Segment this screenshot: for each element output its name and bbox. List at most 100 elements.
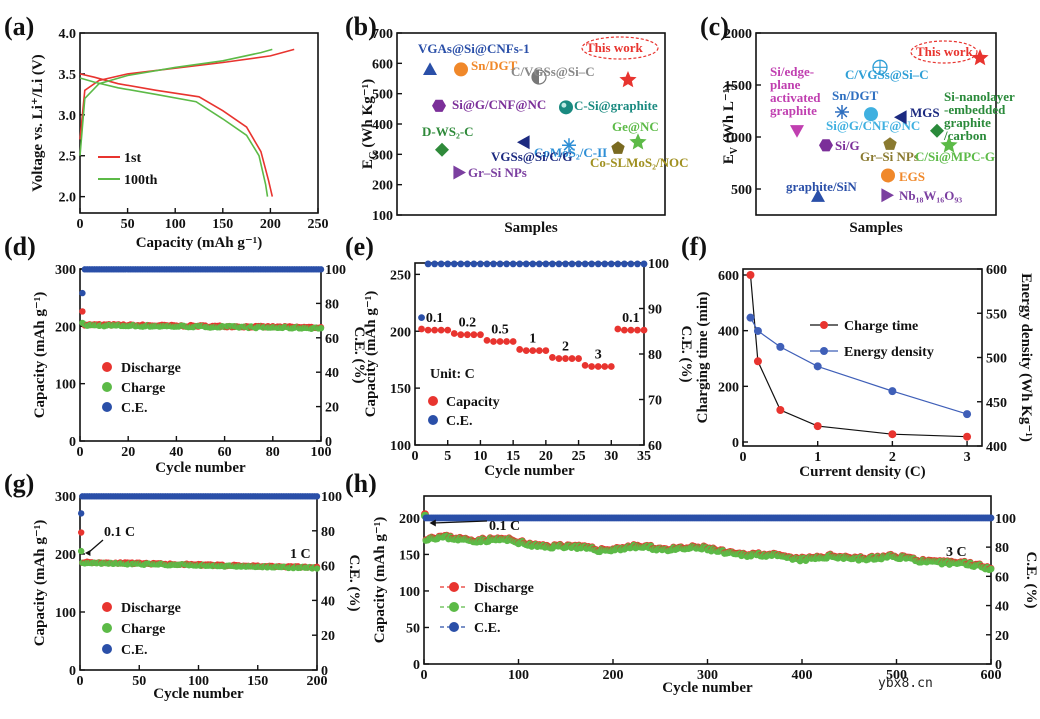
capacity-point	[418, 325, 425, 333]
point-label: Gr–Si NPs	[860, 149, 919, 164]
x-tick-label: 0	[421, 668, 428, 683]
charge-point	[987, 565, 995, 573]
y-tick-label: 200	[718, 380, 739, 395]
x-axis-label: Samples	[504, 220, 558, 236]
y-tick-label: 400	[372, 118, 393, 133]
capacity-point	[535, 347, 543, 354]
curve-1st	[79, 73, 274, 197]
x-tick-label: 300	[697, 668, 718, 683]
x-tick-label: 200	[307, 674, 328, 689]
rate-label: 3	[595, 348, 602, 363]
capacity-point	[542, 347, 550, 354]
y2-tick-label: 550	[986, 307, 1007, 322]
legend-marker	[449, 622, 459, 632]
point-Energy density	[813, 362, 822, 371]
y2-tick-label: 450	[986, 396, 1007, 411]
panel-label: (h)	[345, 469, 377, 498]
point-label: VGAs@Si@CNFs-1	[418, 41, 530, 56]
capacity-point	[437, 326, 445, 334]
point-label: This work	[916, 44, 973, 59]
y-tick-label: 0	[69, 435, 76, 450]
point-Si/edge-plane activated graphite	[790, 125, 804, 138]
point-Si-nanolayer-embedded graphite/carbon	[930, 123, 944, 138]
capacity-point	[601, 363, 609, 370]
y-tick-label: 0	[69, 664, 76, 679]
point-Energy density	[776, 342, 785, 351]
x-tick-label: 1	[814, 450, 821, 465]
y-tick-label: 1000	[724, 131, 752, 146]
y-tick-label: 50	[406, 621, 420, 636]
y2-tick-label: 60	[648, 439, 662, 454]
x-tick-label: 25	[572, 449, 586, 464]
x-tick-label: 50	[121, 217, 135, 232]
annotation-label: 3 C	[946, 545, 967, 560]
point-label: Si@G/CNF@NC	[452, 97, 546, 112]
y-axis-label-symbol: E	[360, 159, 376, 169]
capacity-point	[627, 326, 635, 334]
point-CoMoS₂/C-II	[562, 138, 576, 153]
legend-label: Discharge	[474, 581, 534, 596]
y-tick-label: 200	[372, 179, 393, 194]
point-label: C/VGSs@Si–C	[511, 64, 595, 79]
point-Charge time	[753, 357, 762, 366]
capacity-point	[509, 338, 517, 345]
ce-point	[620, 260, 628, 268]
first-charge	[77, 547, 85, 555]
first-ce	[79, 289, 86, 297]
capacity-point	[516, 346, 524, 353]
y-tick-label: 0	[413, 658, 420, 673]
point-Ge@NC	[629, 133, 647, 150]
point-label: C-Si@graphite	[574, 98, 658, 113]
ce-point	[640, 260, 648, 268]
arrow-head	[429, 519, 436, 527]
legend-marker	[820, 347, 828, 355]
y2-tick-label: 20	[321, 629, 335, 644]
y-tick-label: 150	[390, 382, 411, 397]
ce-point	[601, 260, 609, 268]
point-MGS	[894, 110, 907, 125]
point-label: This work	[586, 40, 643, 55]
legend-marker	[102, 644, 112, 654]
panel-c: 500 1000 1500 2000 Samples EV (Wh L⁻¹) This wo…	[721, 27, 1015, 236]
point-This work	[971, 49, 989, 66]
point-This work	[619, 71, 637, 88]
charge-point	[317, 324, 325, 332]
first-ce	[77, 510, 85, 517]
x-tick-label: 0	[77, 674, 84, 689]
ce-point	[987, 514, 995, 522]
point-C-Si@graphite-highlight	[561, 102, 567, 108]
ce-point	[535, 260, 543, 268]
y-axis-label: Voltage vs. Li⁺/Li (V)	[30, 54, 46, 191]
y-tick-label: 500	[372, 88, 393, 103]
x-tick-label: 30	[604, 449, 618, 464]
point-Si@G/CNF@NC	[864, 107, 878, 122]
point-Sn/DGT	[835, 105, 849, 119]
ce-point	[437, 260, 445, 268]
point-Charge time	[746, 271, 755, 279]
ce-point	[627, 260, 635, 268]
ce-point	[503, 260, 510, 268]
y2-tick-label: 20	[325, 401, 339, 416]
y-tick-label: 2000	[724, 27, 752, 42]
ce-point	[496, 260, 504, 268]
legend-label: C.E.	[121, 643, 147, 658]
ce-point	[562, 260, 569, 268]
capacity-point	[444, 326, 452, 334]
y-tick-label: 250	[390, 268, 411, 283]
y2-tick-label: 500	[986, 352, 1007, 367]
charge-point	[313, 565, 321, 572]
x-tick-label: 600	[981, 668, 1002, 683]
y2-tick-label: 60	[325, 332, 339, 347]
plot-frame	[79, 32, 319, 214]
x-axis-label: Cycle number	[153, 686, 244, 702]
legend-label: C.E.	[121, 401, 147, 416]
y-tick-label: 600	[718, 269, 739, 284]
highlight-ellipse	[910, 40, 978, 64]
legend-label: Capacity	[446, 395, 500, 410]
y-tick-label: 0	[732, 436, 739, 451]
highlight-ellipse	[581, 36, 659, 60]
y-axis-label: Capacity (mAh g⁻¹)	[32, 520, 48, 647]
capacity-point	[640, 326, 648, 334]
y2-tick-label: 600	[986, 263, 1007, 278]
x-tick-label: 400	[792, 668, 813, 683]
